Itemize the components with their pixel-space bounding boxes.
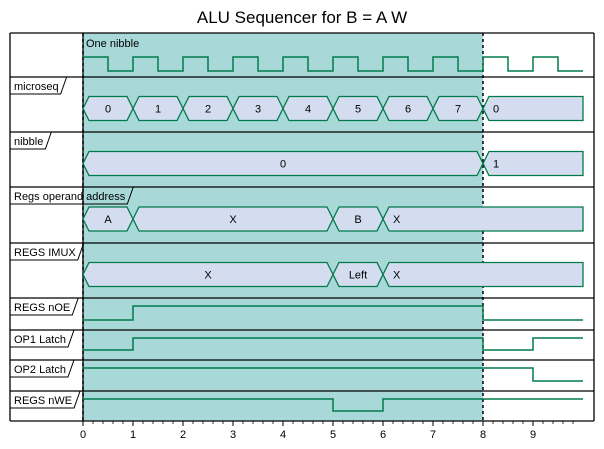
bus-segment (382, 206, 584, 232)
tick-label: 0 (80, 429, 86, 441)
signal-row-clock (83, 56, 583, 72)
row-frames (9, 32, 595, 422)
tick-label: 4 (280, 429, 286, 441)
bus-value-label: 0 (493, 104, 499, 116)
bus-value-label: 1 (155, 104, 161, 116)
bus-value-label: X (393, 214, 401, 226)
signal-name-tab (10, 390, 81, 409)
bus-value-label: Left (349, 270, 367, 282)
signal-name: REGS IMUX (14, 247, 76, 259)
bus-value-label: 4 (305, 104, 311, 116)
bus-value-label: 2 (205, 104, 211, 116)
tick-label: 7 (430, 429, 436, 441)
diagram-title: ALU Sequencer for B = A W (196, 8, 408, 27)
digital-waveform (83, 305, 583, 321)
signal-row-microseq: microseq 0 1 2 3 4 5 6 7 0 (10, 76, 584, 122)
bus-value-label: 5 (355, 104, 361, 116)
bus-segment (482, 150, 584, 177)
bus-value-label: 3 (255, 104, 261, 116)
signal-name: REGS nWE (14, 395, 72, 407)
signal-name: microseq (14, 81, 59, 93)
signal-name: OP1 Latch (14, 334, 66, 346)
clock-waveform (83, 56, 583, 72)
signal-name: OP2 Latch (14, 364, 66, 376)
signal-name: REGS nOE (14, 302, 70, 314)
bus-value-label: 7 (455, 104, 461, 116)
signal-name-tab (10, 76, 68, 95)
signal-name-tab (10, 359, 75, 378)
clock-label: One nibble (86, 38, 139, 50)
bus-segment (382, 261, 584, 288)
signal-row-op1-latch: OP1 Latch (10, 329, 583, 351)
signal-row-regs-imux: REGS IMUX X Left X (10, 242, 584, 288)
digital-waveform (83, 337, 583, 351)
bus-value-label: X (204, 270, 212, 282)
bus-value-label: B (354, 214, 361, 226)
signal-name-tab (10, 242, 85, 261)
tick-label: 9 (530, 429, 536, 441)
bus-value-label: X (229, 214, 237, 226)
digital-waveform (83, 398, 583, 412)
signal-row-regs-noe: REGS nOE (10, 297, 583, 321)
signal-name: Regs operand address (14, 191, 126, 203)
tick-label: 6 (380, 429, 386, 441)
signal-name: nibble (14, 136, 43, 148)
bus-value-label: 1 (493, 159, 499, 171)
tick-label: 1 (130, 429, 136, 441)
signal-name-tab (10, 131, 52, 150)
signal-name-tab (10, 297, 79, 316)
signal-name-tab (10, 186, 134, 205)
bus-segment (482, 95, 584, 122)
signal-row-regs-operand-address: Regs operand address A X B X (10, 186, 584, 232)
tick-label: 8 (480, 429, 486, 441)
signal-row-op2-latch: OP2 Latch (10, 359, 583, 382)
bus-value-label: 0 (105, 104, 111, 116)
bus-value-label: 6 (405, 104, 411, 116)
bus-value-label: 0 (280, 159, 286, 171)
signal-name-tab (10, 329, 75, 348)
bus-value-label: X (393, 270, 401, 282)
tick-label: 2 (180, 429, 186, 441)
tick-label: 3 (230, 429, 236, 441)
tick-label: 5 (330, 429, 336, 441)
digital-waveform (83, 367, 583, 382)
signal-row-regs-nwe: REGS nWE (10, 390, 583, 412)
time-axis: 0 1 2 3 4 5 6 7 8 9 (80, 421, 574, 441)
signal-row-nibble: nibble 0 1 (10, 131, 584, 177)
bus-value-label: A (104, 214, 112, 226)
